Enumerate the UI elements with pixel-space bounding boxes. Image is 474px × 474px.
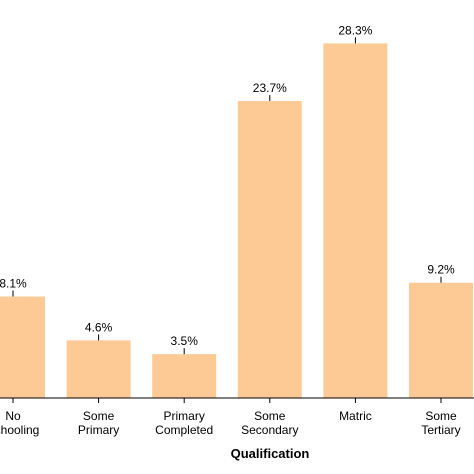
category-label-some-secondary-line-1: Some <box>254 409 286 423</box>
data-label-some-secondary: 23.7% <box>253 81 287 95</box>
bar-primary-completed <box>152 354 217 398</box>
category-label-primary-completed-line-2: Completed <box>155 423 213 437</box>
data-label-matric: 28.3% <box>338 23 372 37</box>
bar-some-primary <box>66 340 131 398</box>
x-axis-title: Qualification <box>231 446 310 461</box>
category-label-some-primary-line-1: Some <box>83 409 115 423</box>
bar-matric <box>323 43 388 398</box>
category-label-no-schooling-line-1: No <box>5 409 21 423</box>
category-label-matric: Matric <box>339 409 372 423</box>
bar-some-secondary <box>237 101 302 398</box>
data-label-primary-completed: 3.5% <box>171 334 199 348</box>
bars-group <box>0 43 473 398</box>
category-label-primary-completed-line-1: Primary <box>164 409 205 423</box>
bar-some-tertiary <box>409 282 473 398</box>
data-labels-group: 8.1% 4.6% 3.5% 23.7% 28.3% 9.2% <box>0 23 455 355</box>
data-label-no-schooling: 8.1% <box>0 277 27 291</box>
category-labels-group: NoSchoolingSomePrimaryPrimaryCompletedSo… <box>0 398 461 437</box>
category-label-some-secondary-line-2: Secondary <box>241 423 298 437</box>
category-label-no-schooling-line-2: Schooling <box>0 423 39 437</box>
data-label-some-tertiary: 9.2% <box>427 263 455 277</box>
category-label-some-tertiary-line-1: Some <box>425 409 457 423</box>
category-label-some-primary-line-2: Primary <box>78 423 119 437</box>
bar-no-schooling <box>0 296 45 398</box>
data-label-some-primary: 4.6% <box>85 320 113 334</box>
category-label-some-tertiary-line-2: Tertiary <box>421 423 460 437</box>
